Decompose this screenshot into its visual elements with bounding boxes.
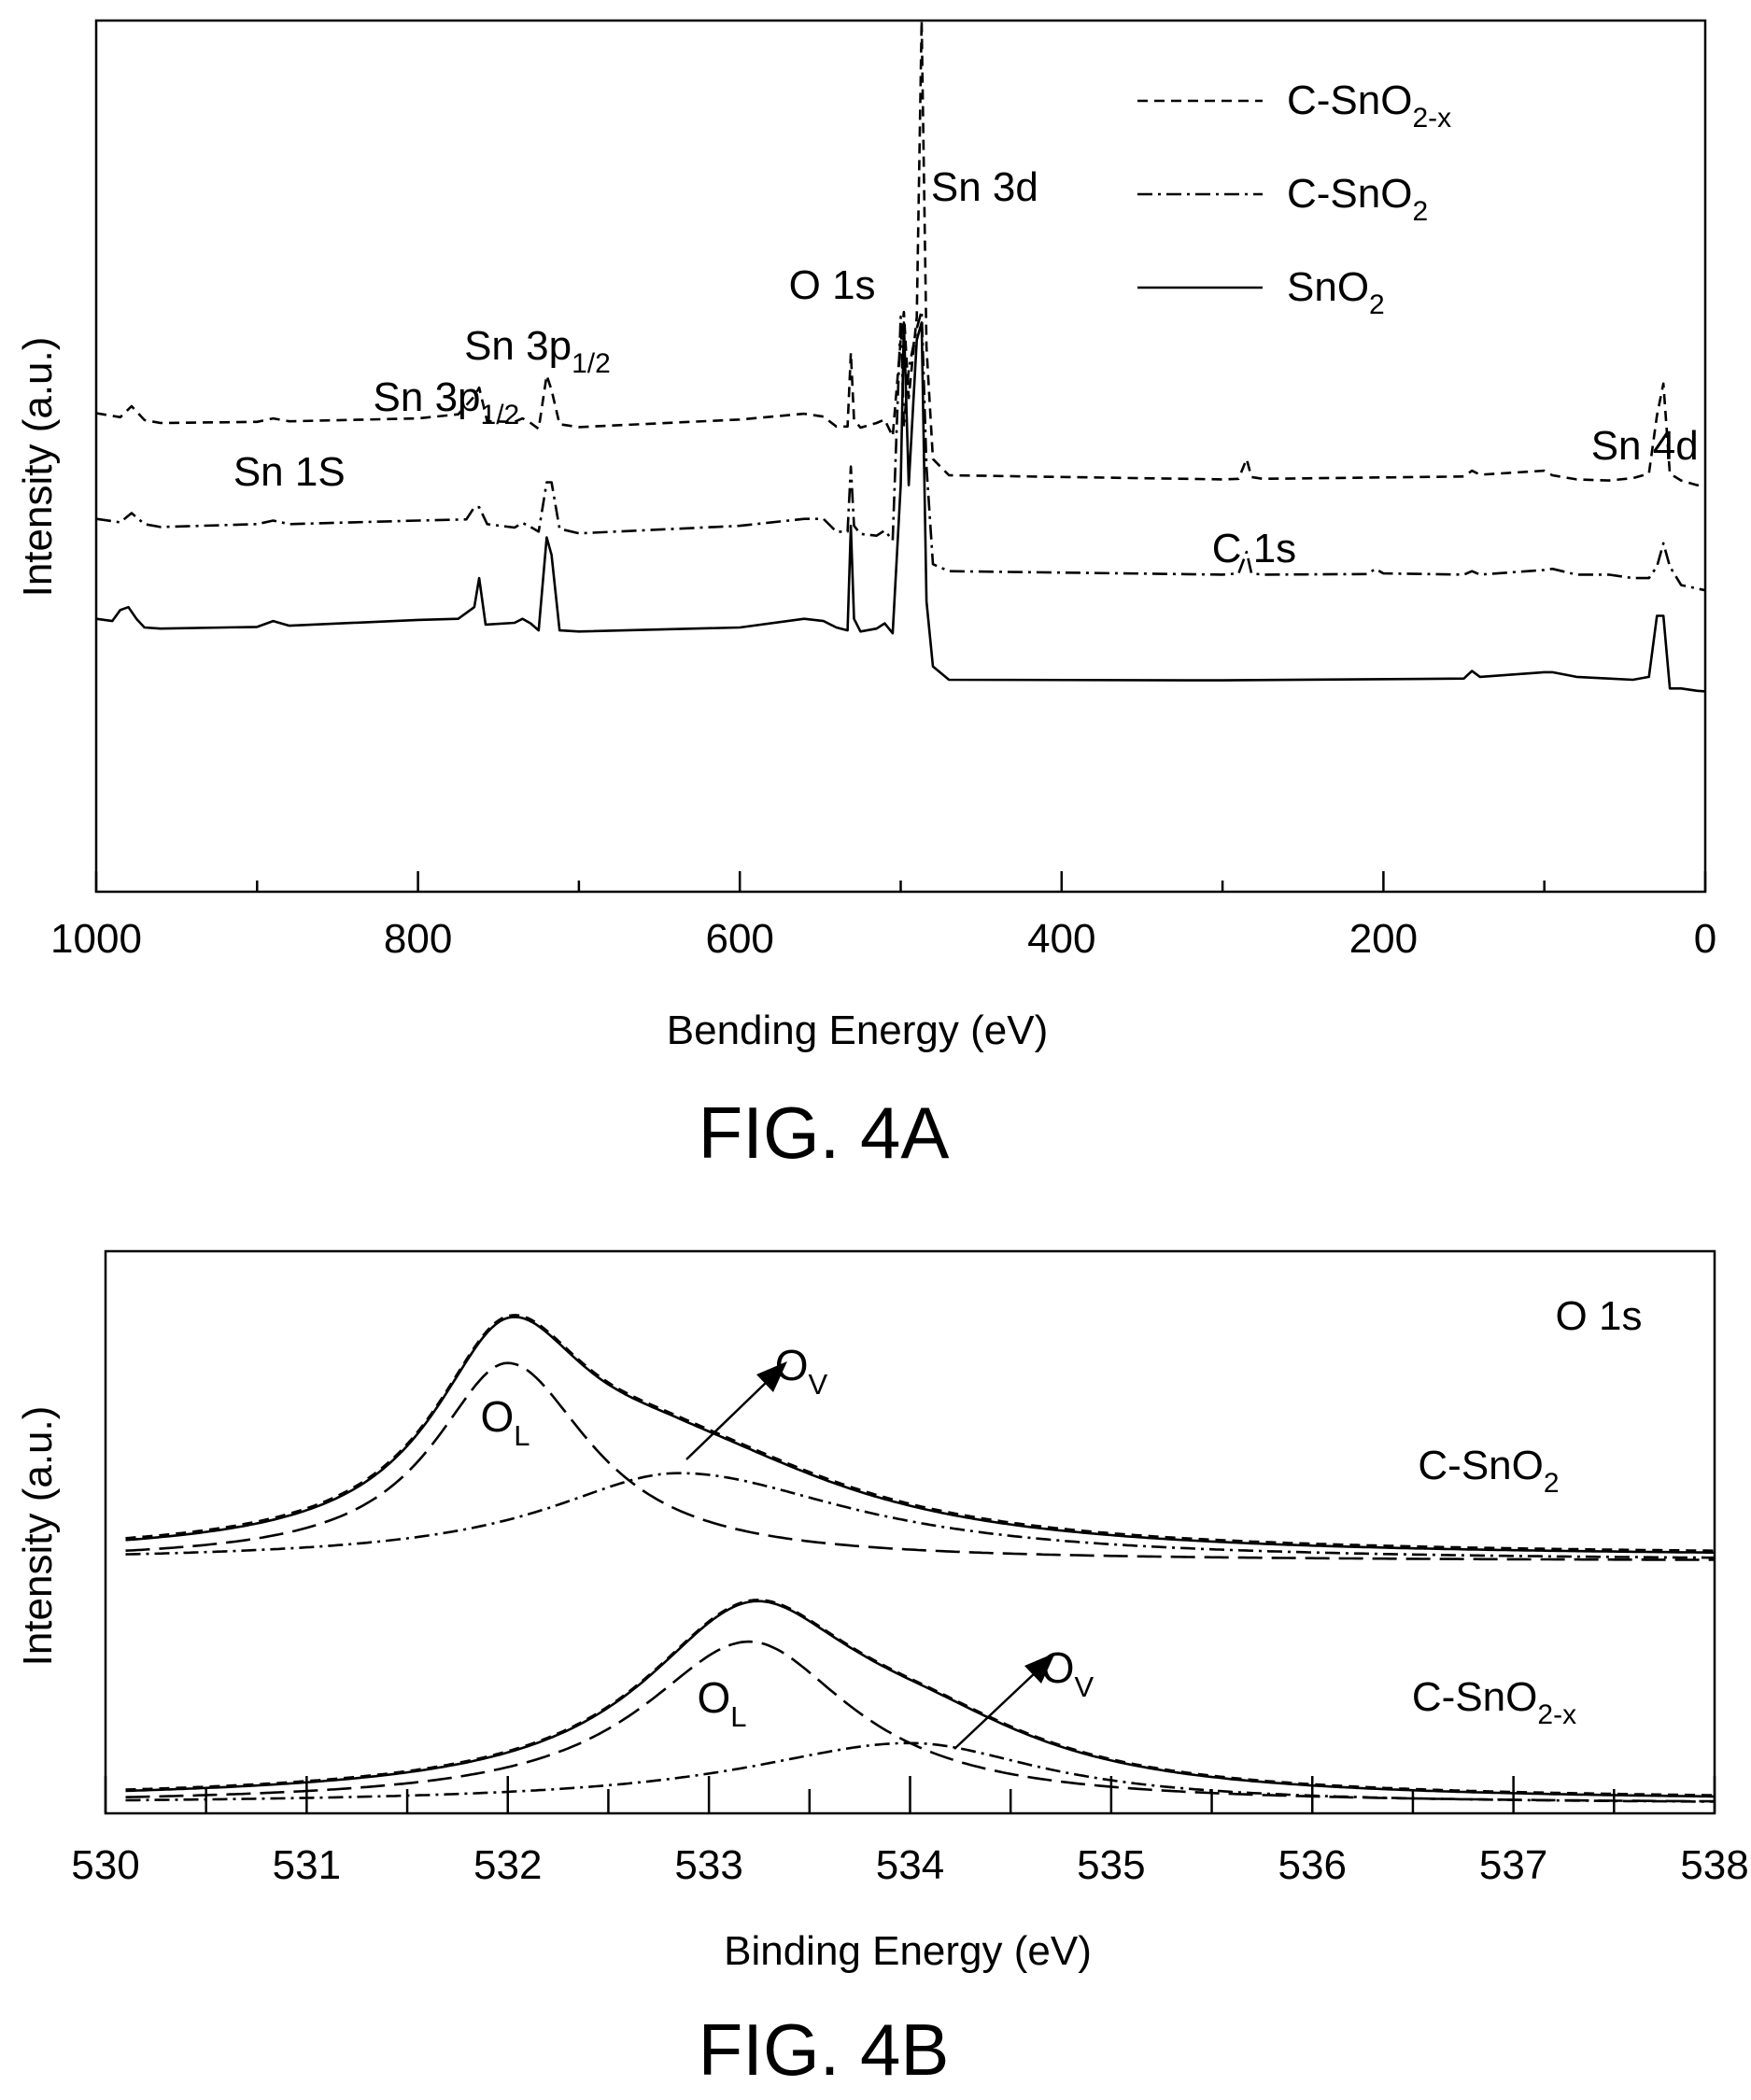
chart-a-caption: FIG. 4A xyxy=(699,1092,950,1174)
annotation-ol-c-sno2-x: OL xyxy=(697,1673,746,1733)
curve-c-sno2-fitted-envelope xyxy=(125,1314,1715,1552)
annotation-ov-c-sno2-x: OV xyxy=(1041,1643,1094,1703)
curve-c-sno2-raw-data xyxy=(125,1316,1715,1554)
chart-b-x-ticks: 530 531 532 533 534 535 536 537 538 xyxy=(71,1776,1749,1888)
chart-a-x-tick-label: 0 xyxy=(1694,916,1716,962)
ov-arrow-c-sno2 xyxy=(685,1379,770,1460)
legend-label-sno2: SnO2 xyxy=(1287,264,1385,320)
series-sno2 xyxy=(95,321,1706,693)
series-c-sno2-x xyxy=(95,19,1706,488)
chart-a-y-axis-label: Intensity (a.u.) xyxy=(15,337,61,598)
annotation-ol-c-sno2: OL xyxy=(480,1392,530,1452)
chart-a-peak-labels: Sn 1S Sn 3p1/2Sn 3p1/2 O 1s Sn 3d C 1s Sn 4d xyxy=(233,164,1699,571)
chart-b-x-tick-label: 530 xyxy=(71,1842,139,1888)
peak-label-sn-3d: Sn 3d xyxy=(931,164,1038,210)
ov-arrowhead-c-sno2 xyxy=(756,1361,787,1392)
chart-b-x-tick-label: 538 xyxy=(1680,1842,1748,1888)
curve-c-sno2-x-fitted-envelope xyxy=(125,1599,1716,1797)
chart-b-x-tick-label: 533 xyxy=(674,1842,742,1888)
legend-label-c-sno2-x: C-SnO2-x xyxy=(1287,78,1451,134)
chart-a-x-tick-label: 800 xyxy=(384,916,452,962)
legend-label-c-sno2: C-SnO2 xyxy=(1287,171,1428,227)
chart-a-series xyxy=(95,19,1706,693)
chart-b-x-tick-label: 535 xyxy=(1077,1842,1145,1888)
chart-a-x-ticks: 1000 800 600 400 200 0 xyxy=(50,871,1716,962)
series-label-c-sno2: C-SnO2 xyxy=(1418,1443,1559,1499)
annotation-ov-c-sno2: OV xyxy=(775,1341,828,1401)
chart-b-x-tick-label: 536 xyxy=(1278,1842,1347,1888)
chart-a-x-tick-label: 1000 xyxy=(50,916,142,962)
series-label-c-sno2-x: C-SnO2-x xyxy=(1412,1674,1576,1730)
chart-b-series xyxy=(125,1314,1716,1803)
xps-survey-chart: 1000 800 600 400 200 0 Sn 1S Sn 3p1/2Sn 3p1/2 O… xyxy=(15,19,1716,1174)
chart-b-x-tick-label: 534 xyxy=(876,1842,944,1888)
chart-b-panel-label: O 1s xyxy=(1556,1293,1643,1339)
chart-b-x-tick-label: 532 xyxy=(473,1842,542,1888)
chart-b-x-axis-label: Binding Energy (eV) xyxy=(724,1928,1092,1974)
peak-label-sn-1s: Sn 1S xyxy=(233,449,346,495)
chart-b-x-tick-label: 531 xyxy=(273,1842,341,1888)
ov-arrow-c-sno2-x xyxy=(953,1670,1038,1750)
chart-b-y-axis-label: Intensity (a.u.) xyxy=(15,1406,61,1667)
chart-b-caption: FIG. 4B xyxy=(699,2008,950,2091)
chart-b-x-tick-label: 537 xyxy=(1479,1842,1547,1888)
chart-a-x-tick-label: 600 xyxy=(705,916,773,962)
peak-label-sn-4d: Sn 4d xyxy=(1591,423,1699,469)
chart-b-frame xyxy=(104,1249,1716,1815)
chart-a-legend: C-SnO2-x C-SnO2 SnO2 xyxy=(1137,78,1451,320)
curve-c-sno2-o-v xyxy=(125,1472,1715,1559)
ov-arrowhead-c-sno2-x xyxy=(1024,1653,1055,1684)
chart-a-x-tick-label: 200 xyxy=(1349,916,1418,962)
chart-a-x-axis-label: Bending Energy (eV) xyxy=(667,1008,1048,1053)
peak-label-sn-3p1-2: Sn 3p1/2 xyxy=(374,374,520,430)
curve-c-sno2-o-l xyxy=(125,1361,1715,1561)
chart-a-x-tick-label: 400 xyxy=(1027,916,1095,962)
o1s-spectrum-chart: 530 531 532 533 534 535 536 537 538 OL OV OL OV C-Sn… xyxy=(15,1249,1749,2091)
peak-label-sn-3p1-2: Sn 3p1/2 xyxy=(464,323,611,379)
curve-c-sno2-x-o-v xyxy=(125,1741,1715,1803)
peak-label-o-1s: O 1s xyxy=(789,262,876,308)
chart-b-annotations: OL OV OL OV C-SnO2 C-SnO2-x xyxy=(480,1341,1576,1750)
peak-label-c-1s: C 1s xyxy=(1212,526,1296,571)
